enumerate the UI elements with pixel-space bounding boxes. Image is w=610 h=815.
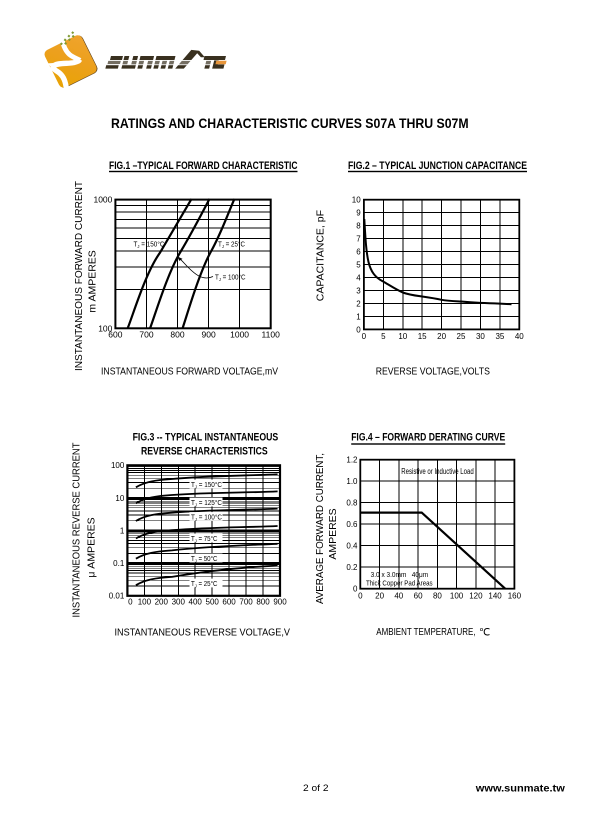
svg-text:25: 25 [457,332,466,341]
svg-text:1: 1 [356,312,361,321]
svg-text:TJ = 25°C: TJ = 25°C [218,239,245,249]
svg-text:CAPACITANCE, pF: CAPACITANCE, pF [315,210,327,301]
svg-text:800: 800 [170,330,184,340]
svg-text:1100: 1100 [262,330,281,340]
svg-text:0.01: 0.01 [109,592,125,601]
svg-text:TJ = 75°C: TJ = 75°C [191,534,218,544]
svg-text:REVERSE VOLTAGE,VOLTS: REVERSE VOLTAGE,VOLTS [376,365,490,377]
svg-text:900: 900 [202,330,216,340]
svg-text:10: 10 [398,332,407,341]
svg-text:REVERSE CHARACTERISTICS: REVERSE CHARACTERISTICS [141,445,268,457]
svg-text:600: 600 [222,598,236,607]
svg-text:120: 120 [469,592,483,601]
svg-text:www.sunmate.tw: www.sunmate.tw [475,783,566,795]
svg-text:1000: 1000 [230,330,249,340]
svg-text:TJ = 150°C: TJ = 150°C [134,239,165,249]
svg-text:600: 600 [108,330,122,340]
svg-text:RATINGS AND CHARACTERISTIC CUR: RATINGS AND CHARACTERISTIC CURVES S07A T… [111,115,469,131]
svg-text:m AMPERES: m AMPERES [87,250,99,312]
svg-text:10: 10 [352,196,361,205]
svg-text:INSTANTANEOUS REVERSE VOLTAGE,: INSTANTANEOUS REVERSE VOLTAGE,V [115,626,291,638]
svg-text:AMPERES: AMPERES [327,508,339,559]
svg-text:8: 8 [356,222,361,231]
svg-text:20: 20 [375,592,384,601]
svg-text:μ AMPERES: μ AMPERES [86,517,98,577]
svg-text:30: 30 [476,332,485,341]
svg-text:60: 60 [414,592,423,601]
svg-text:100: 100 [98,323,112,333]
svg-text:FIG.4 – FORWARD DERATING CURVE: FIG.4 – FORWARD DERATING CURVE [351,432,505,444]
svg-text:1000: 1000 [93,195,112,205]
svg-text:80: 80 [433,592,442,601]
svg-text:2: 2 [356,299,361,308]
svg-text:0: 0 [128,598,133,607]
svg-text:700: 700 [139,330,153,340]
svg-text:0.4: 0.4 [346,542,358,551]
svg-text:2 of 2: 2 of 2 [303,783,329,793]
svg-text:20: 20 [437,332,446,341]
svg-text:℃: ℃ [479,627,490,638]
svg-text:0: 0 [356,325,361,334]
svg-text:100: 100 [138,598,152,607]
svg-text:9: 9 [356,209,361,218]
svg-text:15: 15 [418,332,427,341]
svg-text:140: 140 [488,592,502,601]
svg-text:900: 900 [273,598,287,607]
svg-text:TJ = 125°C: TJ = 125°C [191,498,222,508]
svg-text:TJ = 25°C: TJ = 25°C [191,579,218,589]
svg-text:400: 400 [189,598,203,607]
svg-text:40: 40 [394,592,403,601]
svg-text:5: 5 [381,332,386,341]
svg-text:1.2: 1.2 [346,456,358,465]
svg-text:TJ = 150°C: TJ = 150°C [191,480,222,490]
svg-text:5: 5 [356,260,361,269]
svg-text:AVERAGE FORWARD CURRENT,: AVERAGE FORWARD CURRENT, [314,453,326,604]
svg-text:200: 200 [155,598,169,607]
svg-text:AMBIENT TEMPERATURE,: AMBIENT TEMPERATURE, [376,626,475,638]
svg-text:160: 160 [508,592,522,601]
svg-text:INSTANTANEOUS FORWARD CURRENT: INSTANTANEOUS FORWARD CURRENT [73,180,85,371]
svg-text:7: 7 [356,235,361,244]
svg-text:3: 3 [356,286,361,295]
svg-text:500: 500 [206,598,220,607]
svg-text:INSTANTANEOUS FORWARD VOLTAGE,: INSTANTANEOUS FORWARD VOLTAGE,mV [101,366,278,378]
svg-text:FIG.1 –TYPICAL FORWARD CHARACT: FIG.1 –TYPICAL FORWARD CHARACTERISTIC [109,160,298,172]
svg-text:6: 6 [356,248,361,257]
svg-text:FIG.3 -- TYPICAL INSTANTANEOUS: FIG.3 -- TYPICAL INSTANTANEOUS [133,432,279,444]
svg-text:1.0: 1.0 [346,477,358,486]
svg-text:Resistive or Inductive Load: Resistive or Inductive Load [401,467,474,476]
svg-text:35: 35 [495,332,504,341]
svg-text:100: 100 [450,592,464,601]
svg-text:800: 800 [256,598,270,607]
svg-text:300: 300 [172,598,186,607]
svg-text:100: 100 [111,461,125,470]
svg-text:0.2: 0.2 [346,563,358,572]
svg-text:700: 700 [239,598,253,607]
svg-text:INSTANTANEOUS REVERSE CURRENT: INSTANTANEOUS REVERSE CURRENT [71,442,83,618]
svg-text:TJ = 100°C: TJ = 100°C [191,512,222,522]
svg-text:4: 4 [356,273,361,282]
svg-text:Thick Copper Pad Areas: Thick Copper Pad Areas [366,579,433,588]
svg-text:3.0 x 3.0mm 40μm: 3.0 x 3.0mm 40μm [371,570,429,579]
svg-text:40: 40 [515,332,524,341]
svg-text:TJ = 100°C: TJ = 100°C [215,272,246,282]
svg-text:10: 10 [115,494,124,503]
svg-text:0: 0 [353,585,358,594]
svg-text:0.1: 0.1 [113,559,125,568]
svg-text:0.8: 0.8 [346,499,358,508]
svg-text:1: 1 [120,526,125,535]
svg-text:TJ = 50°C: TJ = 50°C [191,554,218,564]
svg-text:0: 0 [358,592,363,601]
svg-text:0: 0 [362,332,367,341]
svg-text:0.6: 0.6 [346,520,358,529]
svg-text:FIG.2 – TYPICAL JUNCTION CAPAC: FIG.2 – TYPICAL JUNCTION CAPACITANCE [348,160,527,172]
